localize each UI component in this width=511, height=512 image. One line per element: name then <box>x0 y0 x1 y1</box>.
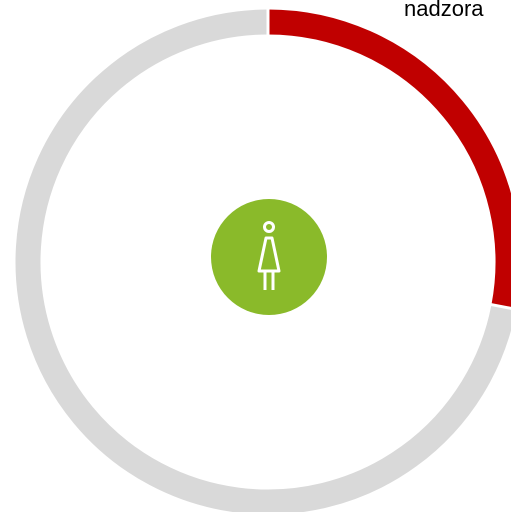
donut-ring <box>15 8 511 512</box>
female-icon <box>257 221 281 290</box>
donut-segment <box>267 9 511 309</box>
center-badge <box>211 199 327 315</box>
icon-dress <box>257 236 281 273</box>
segment-separator <box>490 302 511 310</box>
donut-segment <box>15 9 511 512</box>
icon-head <box>263 221 275 233</box>
annotation: nadzora <box>404 0 484 21</box>
